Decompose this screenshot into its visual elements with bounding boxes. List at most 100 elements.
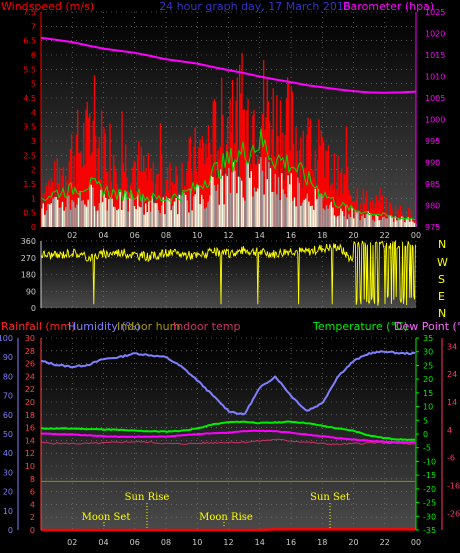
wind-average-bar — [330, 201, 332, 227]
wind-gust-bar — [194, 127, 196, 227]
wind-average-bar — [217, 184, 219, 227]
wind-average-bar — [122, 197, 124, 227]
wind-gust-bar — [69, 149, 72, 227]
wind-y-tick-label: 1 — [31, 194, 36, 203]
bottom-x-tick-label: 22 — [380, 538, 390, 547]
wind-gust-bar — [197, 184, 199, 227]
wind-x-tick-label: 04 — [98, 231, 108, 240]
wind-gust-bar — [114, 166, 116, 227]
wind-gust-bar — [97, 148, 99, 227]
wind-gust-bar — [222, 114, 224, 227]
wind-average-bar — [373, 221, 376, 227]
wind-average-bar — [314, 188, 316, 227]
rainfall-y-tick-label: 28 — [25, 347, 35, 356]
wind-average-bar — [231, 172, 233, 227]
dew-point-y-tick-label: -16 — [447, 481, 460, 490]
wind-average-bar — [65, 207, 67, 227]
wind-x-tick-label: 16 — [286, 231, 296, 240]
wind-average-bar — [226, 176, 228, 227]
wind-average-bar — [113, 206, 115, 227]
wind-gust-bar — [312, 169, 314, 227]
bottom-x-tick-label: 20 — [348, 538, 358, 547]
wind-average-bar — [130, 193, 132, 227]
rainfall-y-tick-label: 10 — [25, 462, 35, 471]
wind-average-bar — [397, 217, 400, 227]
wind-average-bar — [345, 205, 347, 227]
wind-average-bar — [49, 204, 51, 227]
wind-gust-bar — [413, 220, 415, 227]
wind-gust-bar — [356, 188, 358, 227]
dew-point-y-tick-label: -6 — [447, 454, 455, 463]
wind-gust-bar — [105, 171, 108, 227]
wind-average-bar — [263, 194, 265, 227]
wind-gust-bar — [227, 117, 229, 227]
wind-average-bar — [377, 216, 379, 227]
wind-average-bar — [365, 214, 368, 227]
wind-gust-bar — [216, 177, 218, 227]
wind-gust-bar — [81, 166, 84, 227]
humidity-y-tick-label: 90 — [3, 353, 13, 362]
wind-average-bar — [135, 208, 137, 227]
wind-gust-bar — [337, 155, 339, 227]
wind-average-bar — [177, 214, 179, 227]
wind-average-bar — [212, 176, 214, 227]
indoor-hum-title: Indoor hum — [117, 320, 180, 333]
wind-average-bar — [47, 203, 49, 227]
wind-gust-bar — [187, 160, 189, 227]
wind-average-bar — [404, 222, 406, 227]
wind-gust-bar — [215, 102, 217, 227]
wind-average-bar — [269, 168, 272, 227]
wind-average-bar — [117, 208, 120, 227]
wind-average-bar — [157, 210, 160, 227]
wind-x-tick-label: 20 — [348, 231, 358, 240]
wind-average-bar — [162, 197, 164, 227]
wind-gust-bar — [317, 160, 319, 227]
wind-average-bar — [92, 187, 94, 227]
rainfall-y-tick-label: 2 — [30, 513, 35, 522]
rainfall-y-tick-label: 24 — [25, 372, 35, 381]
wind-gust-bar — [259, 159, 261, 227]
wind-gust-bar — [91, 152, 93, 227]
wind-average-bar — [394, 216, 396, 227]
wind-gust-bar — [389, 201, 391, 227]
wind-gust-bar — [375, 195, 378, 227]
wind-average-bar — [42, 203, 44, 227]
wind-gust-bar — [323, 141, 325, 227]
wind-average-bar — [242, 197, 244, 227]
wind-gust-bar — [294, 167, 296, 227]
wind-gust-bar — [177, 199, 180, 227]
wind-average-bar — [412, 221, 414, 227]
wind-gust-bar — [211, 175, 213, 227]
wind-gust-bar — [146, 180, 148, 227]
wind-average-bar — [277, 177, 280, 227]
wind-average-bar — [290, 173, 292, 227]
temperature-y-tick-label: -30 — [423, 512, 436, 521]
wind-average-bar — [201, 194, 203, 227]
rainfall-y-tick-label: 20 — [25, 398, 35, 407]
wind-average-bar — [319, 194, 321, 227]
temperature-y-tick-label: 35 — [423, 334, 433, 343]
wind-y-tick-label: 5 — [31, 80, 36, 89]
wind-average-bar — [170, 210, 172, 227]
wind-y-tick-label: 2.5 — [23, 151, 36, 160]
wind-gust-bar — [290, 85, 292, 227]
bottom-x-tick-label: 12 — [223, 538, 233, 547]
rainfall-y-tick-label: 6 — [30, 488, 35, 497]
wind-average-bar — [188, 212, 190, 227]
wind-gust-bar — [135, 190, 138, 227]
wind-gust-bar — [200, 147, 202, 227]
wind-gust-bar — [308, 126, 310, 227]
wind-average-bar — [169, 198, 171, 227]
sun-set-label: Sun Set — [310, 492, 350, 503]
wind-gust-bar — [159, 123, 162, 227]
wind-average-bar — [250, 170, 252, 227]
direction-y-tick-label: 0 — [31, 304, 36, 313]
wind-average-bar — [239, 177, 241, 227]
wind-gust-bar — [297, 177, 300, 227]
wind-x-tick-label: 02 — [67, 231, 77, 240]
bottom-x-tick-label: 16 — [286, 538, 296, 547]
barometer-y-tick-label: 975 — [425, 223, 440, 232]
wind-average-bar — [393, 221, 395, 227]
wind-gust-bar — [374, 203, 376, 227]
wind-average-bar — [145, 203, 147, 227]
